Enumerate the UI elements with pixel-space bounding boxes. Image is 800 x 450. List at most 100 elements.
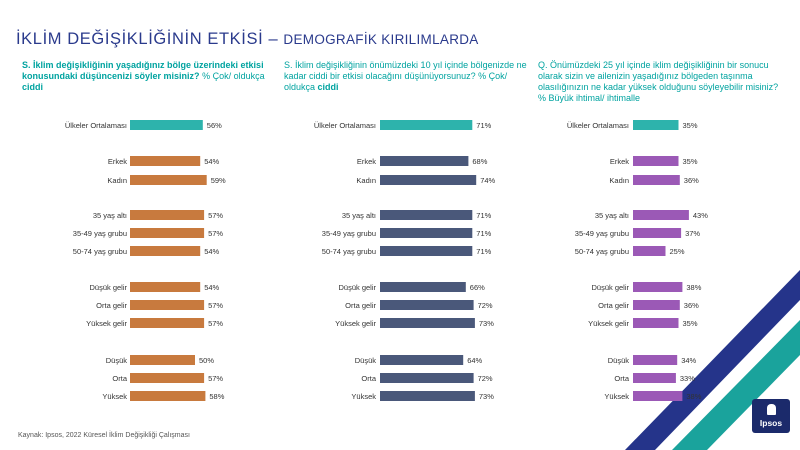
question-2-measure: % Çok/ oldukça [284, 71, 508, 92]
title-main: İKLİM DEĞİŞİKLİĞİNİN ETKİSİ [16, 30, 264, 48]
bar [380, 120, 473, 130]
category-label: Düşük gelir [591, 283, 629, 292]
value-label: 43% [693, 211, 708, 220]
value-label: 38% [686, 392, 701, 401]
value-label: 66% [470, 283, 485, 292]
category-label: Orta [361, 374, 376, 383]
category-label: 50-74 yaş grubu [73, 247, 127, 256]
category-label: Yüksek [604, 392, 629, 401]
bar [130, 391, 206, 401]
question-1: S. İklim değişikliğinin yaşadığınız bölg… [22, 60, 272, 93]
category-label: Ülkeler Ortalaması [314, 121, 376, 130]
title-subtitle: DEMOGRAFİK KIRILIMLARDA [283, 32, 479, 47]
value-label: 35% [683, 157, 698, 166]
ipsos-logo: Ipsos [752, 399, 790, 433]
value-label: 57% [208, 211, 223, 220]
value-label: 57% [208, 374, 223, 383]
category-label: Yüksek gelir [588, 319, 629, 328]
bar [633, 300, 680, 310]
value-label: 36% [684, 176, 699, 185]
category-label: Orta gelir [345, 301, 376, 310]
value-label: 37% [685, 229, 700, 238]
bar [633, 210, 689, 220]
value-label: 54% [204, 247, 219, 256]
logo-text: Ipsos [759, 418, 783, 428]
bar [380, 318, 475, 328]
category-label: 35-49 yaş grubu [73, 229, 127, 238]
category-label: Erkek [357, 157, 376, 166]
bar [130, 318, 205, 328]
bar [633, 156, 679, 166]
bar [380, 228, 473, 238]
bar [380, 210, 473, 220]
category-label: Erkek [610, 157, 629, 166]
value-label: 73% [479, 392, 494, 401]
value-label: 54% [204, 157, 219, 166]
teal-stripe [672, 320, 800, 450]
value-label: 35% [683, 121, 698, 130]
category-label: Kadın [107, 176, 127, 185]
bar [633, 282, 683, 292]
value-label: 73% [479, 319, 494, 328]
category-label: Yüksek [351, 392, 376, 401]
question-2-measure-bold: ciddi [317, 82, 339, 92]
category-label: Kadın [609, 176, 629, 185]
logo-mark-icon [767, 404, 776, 415]
bar [130, 355, 195, 365]
category-label: Orta gelir [598, 301, 629, 310]
question-2: S. İklim değişikliğinin önümüzdeki 10 yı… [284, 60, 534, 93]
bar [130, 120, 203, 130]
category-label: 35-49 yaş grubu [322, 229, 376, 238]
category-label: 35 yaş altı [595, 211, 629, 220]
bar [380, 156, 469, 166]
value-label: 34% [681, 356, 696, 365]
value-label: 38% [686, 283, 701, 292]
category-label: Orta [614, 374, 629, 383]
value-label: 72% [478, 374, 493, 383]
bar [130, 156, 201, 166]
bar [130, 373, 205, 383]
bar [633, 355, 678, 365]
category-label: Düşük gelir [89, 283, 127, 292]
category-label: Düşük [608, 356, 630, 365]
category-label: 35 yaş altı [342, 211, 376, 220]
page-title: İKLİM DEĞİŞİKLİĞİNİN ETKİSİ – DEMOGRAFİK… [16, 30, 479, 49]
question-2-text: S. İklim değişikliğinin önümüzdeki 10 yı… [284, 60, 527, 81]
bar [633, 175, 680, 185]
navy-stripe [625, 270, 800, 450]
category-label: Orta gelir [96, 301, 127, 310]
value-label: 71% [476, 229, 491, 238]
category-label: Kadın [356, 176, 376, 185]
bar [633, 373, 676, 383]
bar [130, 282, 201, 292]
bar [380, 373, 474, 383]
bar [130, 300, 205, 310]
bar [633, 228, 682, 238]
category-label: 35 yaş altı [93, 211, 127, 220]
value-label: 50% [199, 356, 214, 365]
value-label: 54% [204, 283, 219, 292]
bar [130, 246, 201, 256]
category-label: Düşük [355, 356, 377, 365]
bar [380, 175, 477, 185]
category-label: 50-74 yaş grubu [322, 247, 376, 256]
value-label: 58% [209, 392, 224, 401]
bar [380, 282, 466, 292]
bar [380, 355, 464, 365]
value-label: 25% [670, 247, 685, 256]
bar [633, 391, 683, 401]
bar [633, 318, 679, 328]
question-3-measure: % Büyük ihtimal/ ihtimalle [538, 93, 641, 103]
value-label: 57% [208, 319, 223, 328]
value-label: 71% [476, 247, 491, 256]
category-label: Orta [112, 374, 127, 383]
category-label: 50-74 yaş grubu [575, 247, 629, 256]
bar [633, 246, 666, 256]
value-label: 35% [683, 319, 698, 328]
bar [380, 391, 475, 401]
value-label: 64% [467, 356, 482, 365]
bar [130, 210, 205, 220]
question-1-measure-bold: ciddi [22, 82, 44, 92]
